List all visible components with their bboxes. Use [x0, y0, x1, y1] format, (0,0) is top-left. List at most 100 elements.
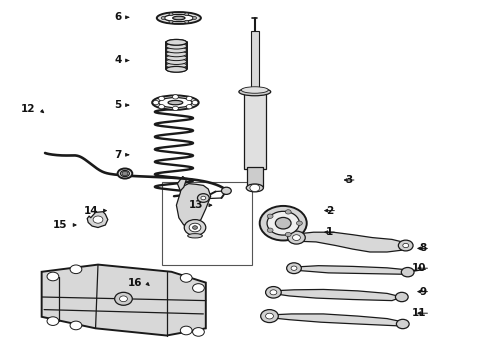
Circle shape [266, 287, 281, 298]
Circle shape [185, 13, 189, 16]
Polygon shape [269, 314, 404, 326]
Circle shape [47, 272, 59, 281]
Circle shape [192, 100, 198, 105]
Circle shape [153, 100, 159, 105]
Polygon shape [244, 90, 266, 169]
Ellipse shape [166, 59, 187, 64]
Circle shape [267, 228, 273, 232]
Circle shape [287, 263, 301, 274]
Text: 9: 9 [419, 287, 426, 297]
Polygon shape [293, 266, 409, 274]
Circle shape [193, 226, 197, 229]
Ellipse shape [121, 170, 129, 176]
Text: 10: 10 [412, 263, 426, 273]
Circle shape [93, 216, 103, 223]
Circle shape [293, 235, 300, 240]
Circle shape [267, 211, 299, 235]
Ellipse shape [166, 51, 187, 57]
Circle shape [193, 328, 204, 336]
Circle shape [266, 313, 273, 319]
Ellipse shape [157, 12, 201, 24]
Circle shape [193, 17, 196, 19]
Ellipse shape [172, 16, 185, 20]
Ellipse shape [159, 98, 192, 108]
Circle shape [172, 106, 178, 111]
Circle shape [169, 13, 173, 16]
Polygon shape [177, 176, 186, 191]
Circle shape [193, 284, 204, 292]
Ellipse shape [242, 87, 269, 93]
Polygon shape [87, 212, 108, 228]
Polygon shape [272, 289, 402, 301]
Circle shape [70, 321, 82, 330]
Circle shape [184, 220, 206, 235]
Ellipse shape [168, 100, 183, 105]
Text: 8: 8 [419, 243, 426, 253]
Text: 3: 3 [345, 175, 353, 185]
Text: 5: 5 [114, 100, 122, 110]
Text: 12: 12 [21, 104, 35, 114]
Text: 14: 14 [83, 206, 98, 216]
Ellipse shape [188, 234, 202, 238]
Ellipse shape [164, 14, 194, 22]
Polygon shape [247, 167, 263, 187]
Circle shape [296, 221, 302, 225]
Circle shape [403, 243, 409, 248]
Circle shape [270, 290, 277, 295]
Text: 4: 4 [114, 55, 122, 66]
Circle shape [275, 217, 291, 229]
Circle shape [285, 232, 291, 237]
Circle shape [122, 171, 128, 176]
Circle shape [186, 104, 192, 109]
Text: 2: 2 [326, 206, 333, 216]
Circle shape [288, 231, 305, 244]
Text: 1: 1 [326, 227, 333, 237]
Text: 6: 6 [114, 12, 122, 22]
Text: 15: 15 [53, 220, 68, 230]
Circle shape [197, 194, 209, 202]
Circle shape [186, 96, 192, 101]
Circle shape [398, 240, 413, 251]
Circle shape [395, 292, 408, 302]
Circle shape [189, 223, 201, 232]
Text: 13: 13 [189, 200, 203, 210]
Ellipse shape [239, 88, 270, 96]
Circle shape [161, 17, 165, 19]
Circle shape [120, 296, 127, 302]
Circle shape [221, 187, 231, 194]
Circle shape [47, 317, 59, 325]
Circle shape [180, 326, 192, 335]
Ellipse shape [166, 63, 187, 68]
Ellipse shape [246, 184, 264, 192]
Ellipse shape [152, 95, 199, 110]
Circle shape [260, 206, 307, 240]
Ellipse shape [166, 55, 187, 60]
Circle shape [396, 319, 409, 329]
Circle shape [185, 20, 189, 23]
Ellipse shape [118, 168, 132, 179]
Circle shape [70, 265, 82, 274]
Text: 11: 11 [412, 308, 426, 318]
Circle shape [115, 292, 132, 305]
Circle shape [159, 104, 165, 109]
Circle shape [159, 96, 165, 101]
Ellipse shape [166, 40, 187, 45]
Ellipse shape [166, 66, 187, 72]
Circle shape [267, 214, 273, 219]
Circle shape [172, 95, 178, 99]
Text: 7: 7 [114, 150, 122, 160]
Circle shape [285, 210, 291, 214]
Ellipse shape [166, 47, 187, 53]
Circle shape [201, 196, 206, 200]
Polygon shape [42, 265, 206, 336]
Bar [162, 182, 252, 265]
Polygon shape [176, 184, 211, 225]
Circle shape [180, 274, 192, 282]
Ellipse shape [166, 66, 187, 72]
Circle shape [401, 267, 414, 277]
Circle shape [261, 310, 278, 323]
Ellipse shape [166, 40, 187, 45]
Text: 16: 16 [127, 278, 142, 288]
Polygon shape [251, 31, 259, 92]
Polygon shape [296, 232, 407, 252]
